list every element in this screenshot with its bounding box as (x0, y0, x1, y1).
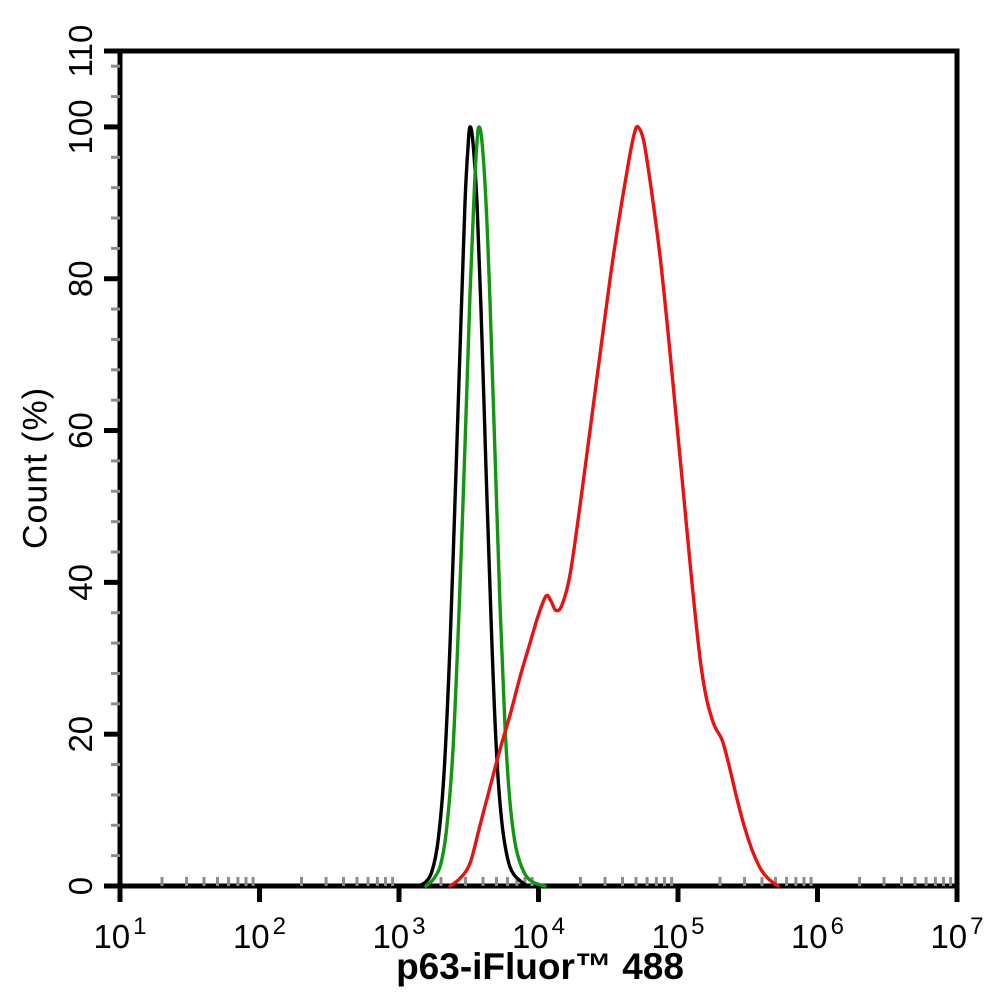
x-tick-label: 10 6 (791, 913, 844, 955)
x-tick-label: 10 4 (512, 913, 565, 955)
x-tick-label: 10 5 (651, 913, 704, 955)
y-tick-label: 20 (62, 716, 99, 753)
x-tick-label: 10 1 (93, 913, 146, 955)
y-tick-label: 0 (62, 877, 99, 895)
y-tick-label: 60 (62, 412, 99, 449)
x-tick-label: 10 7 (930, 913, 983, 955)
y-tick-label: 100 (62, 99, 99, 154)
x-tick-label: 10 3 (372, 913, 425, 955)
series-green-curve (424, 125, 547, 888)
y-tick-label: 40 (62, 564, 99, 601)
y-tick-label: 110 (62, 25, 99, 78)
y-axis-title: Count (%) (16, 386, 55, 550)
x-axis-title: p63-iFluor™ 488 (396, 946, 684, 987)
y-tick-label: 80 (62, 260, 99, 297)
series-red-curve (448, 124, 780, 888)
series-black-curve (416, 125, 529, 888)
x-tick-label: 10 2 (233, 913, 286, 955)
plot-frame (117, 48, 960, 889)
